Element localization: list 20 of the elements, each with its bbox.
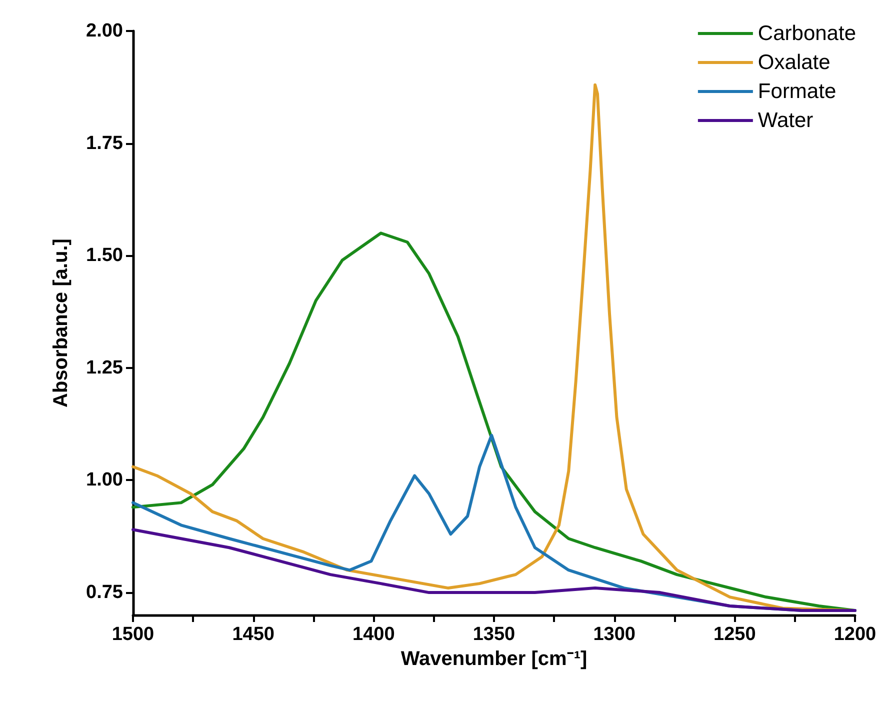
y-tick-label: 1.50 xyxy=(86,245,123,266)
x-tick-label: 1500 xyxy=(112,624,154,645)
x-axis-title: Wavenumber [cm⁻¹] xyxy=(400,648,588,670)
x-tick-label: 1400 xyxy=(352,624,395,645)
line-series xyxy=(132,528,856,612)
legend-label: Carbonate xyxy=(758,22,856,45)
legend-label: Formate xyxy=(758,80,836,103)
x-tick-label: 1250 xyxy=(714,624,756,645)
y-axis-title: Absorbance [a.u.] xyxy=(50,238,72,408)
x-tick-label: 1350 xyxy=(472,624,516,645)
x-tick-label: 1300 xyxy=(593,624,636,645)
y-tick-label: 2.00 xyxy=(86,20,123,42)
y-tick-label: 1.25 xyxy=(86,357,124,378)
y-tick-label: 0.75 xyxy=(86,582,124,604)
x-tick-label: 1450 xyxy=(232,624,274,645)
y-tick-label: 1.00 xyxy=(86,470,123,491)
x-tick-label: 1200 xyxy=(834,624,876,645)
legend-label: Oxalate xyxy=(758,51,830,74)
y-tick-label: 1.75 xyxy=(86,132,124,154)
legend-label: Water xyxy=(758,109,814,132)
